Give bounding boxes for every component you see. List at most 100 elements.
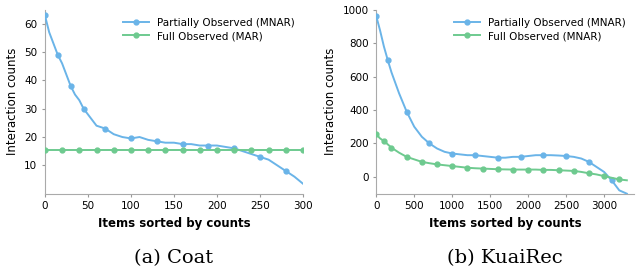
Partially Observed (MNAR)	[547, 154, 555, 157]
Full Observed (MAR)	[101, 148, 109, 151]
Partially Observed (MNAR)	[93, 124, 100, 127]
Full Observed (MNAR)	[441, 164, 449, 167]
Partially Observed (MNAR)	[80, 107, 88, 110]
Partially Observed (MNAR)	[593, 165, 600, 168]
Partially Observed (MNAR)	[563, 154, 570, 158]
Full Observed (MAR)	[248, 148, 255, 151]
Full Observed (MNAR)	[403, 155, 410, 158]
Full Observed (MNAR)	[433, 163, 441, 166]
Full Observed (MNAR)	[418, 160, 426, 164]
Full Observed (MNAR)	[426, 162, 433, 165]
Legend: Partially Observed (MNAR), Full Observed (MAR): Partially Observed (MNAR), Full Observed…	[120, 15, 298, 44]
Full Observed (MAR)	[84, 148, 92, 151]
Text: (b) KuaiRec: (b) KuaiRec	[447, 249, 563, 267]
Partially Observed (MNAR)	[600, 170, 608, 174]
Full Observed (MAR)	[273, 148, 281, 151]
Partially Observed (MNAR)	[273, 164, 281, 167]
Partially Observed (MNAR)	[291, 175, 298, 178]
Partially Observed (MNAR)	[188, 143, 195, 146]
Full Observed (MNAR)	[494, 168, 502, 171]
Full Observed (MNAR)	[388, 146, 396, 149]
Full Observed (MAR)	[161, 148, 169, 151]
Partially Observed (MNAR)	[170, 141, 178, 144]
Full Observed (MNAR)	[570, 169, 577, 172]
Partially Observed (MNAR)	[388, 71, 396, 74]
Full Observed (MNAR)	[509, 168, 516, 171]
Full Observed (MAR)	[136, 148, 143, 151]
Partially Observed (MNAR)	[524, 154, 532, 158]
Full Observed (MNAR)	[486, 167, 494, 171]
Legend: Partially Observed (MNAR), Full Observed (MNAR): Partially Observed (MNAR), Full Observed…	[451, 15, 629, 44]
Full Observed (MNAR)	[524, 168, 532, 171]
Partially Observed (MNAR)	[494, 156, 502, 159]
Line: Full Observed (MNAR): Full Observed (MNAR)	[374, 132, 629, 183]
Full Observed (MNAR)	[600, 175, 608, 178]
Full Observed (MAR)	[93, 148, 100, 151]
Partially Observed (MNAR)	[376, 29, 384, 32]
Partially Observed (MNAR)	[67, 84, 74, 88]
Full Observed (MNAR)	[456, 165, 463, 168]
Line: Full Observed (MAR): Full Observed (MAR)	[42, 147, 305, 152]
Full Observed (MAR)	[153, 148, 161, 151]
Full Observed (MNAR)	[616, 178, 623, 181]
Partially Observed (MNAR)	[384, 58, 392, 61]
Full Observed (MNAR)	[623, 179, 630, 182]
Full Observed (MNAR)	[593, 173, 600, 176]
Full Observed (MNAR)	[555, 169, 563, 172]
Partially Observed (MNAR)	[502, 156, 509, 159]
Full Observed (MNAR)	[532, 168, 540, 171]
Full Observed (MAR)	[170, 148, 178, 151]
Full Observed (MAR)	[196, 148, 204, 151]
Full Observed (MAR)	[50, 148, 58, 151]
Full Observed (MNAR)	[479, 167, 486, 170]
Full Observed (MAR)	[118, 148, 126, 151]
Full Observed (MAR)	[76, 148, 83, 151]
Full Observed (MNAR)	[608, 176, 616, 179]
Partially Observed (MNAR)	[410, 125, 418, 128]
Full Observed (MNAR)	[547, 168, 555, 172]
Partially Observed (MNAR)	[479, 154, 486, 158]
Partially Observed (MNAR)	[127, 137, 135, 140]
Full Observed (MAR)	[221, 148, 229, 151]
Full Observed (MAR)	[127, 148, 135, 151]
Partially Observed (MNAR)	[256, 155, 264, 158]
Partially Observed (MNAR)	[403, 110, 410, 113]
Full Observed (MAR)	[188, 148, 195, 151]
Partially Observed (MNAR)	[230, 147, 238, 150]
Partially Observed (MNAR)	[372, 15, 380, 18]
Full Observed (MAR)	[179, 148, 186, 151]
Partially Observed (MNAR)	[213, 144, 221, 147]
Partially Observed (MNAR)	[456, 153, 463, 156]
Partially Observed (MNAR)	[58, 62, 66, 65]
Partially Observed (MNAR)	[265, 158, 273, 161]
Full Observed (MNAR)	[516, 168, 524, 171]
Full Observed (MNAR)	[577, 170, 585, 174]
Y-axis label: Interaction counts: Interaction counts	[324, 48, 337, 155]
Partially Observed (MNAR)	[441, 150, 449, 153]
Partially Observed (MNAR)	[71, 93, 79, 96]
Full Observed (MAR)	[67, 148, 74, 151]
Partially Observed (MNAR)	[426, 142, 433, 145]
Full Observed (MNAR)	[502, 168, 509, 171]
Partially Observed (MNAR)	[144, 138, 152, 141]
Partially Observed (MNAR)	[54, 53, 61, 56]
X-axis label: Items sorted by counts: Items sorted by counts	[98, 217, 250, 230]
Full Observed (MAR)	[256, 148, 264, 151]
Partially Observed (MNAR)	[570, 155, 577, 158]
Partially Observed (MNAR)	[101, 127, 109, 130]
Partially Observed (MNAR)	[63, 73, 70, 76]
Y-axis label: Interaction counts: Interaction counts	[6, 48, 19, 155]
Partially Observed (MNAR)	[555, 154, 563, 157]
Partially Observed (MNAR)	[196, 144, 204, 147]
Full Observed (MAR)	[282, 148, 290, 151]
Partially Observed (MNAR)	[221, 145, 229, 148]
Partially Observed (MNAR)	[623, 192, 630, 195]
Full Observed (MNAR)	[410, 158, 418, 161]
Partially Observed (MNAR)	[118, 135, 126, 139]
Full Observed (MNAR)	[563, 169, 570, 172]
Full Observed (MNAR)	[396, 151, 403, 154]
Full Observed (MNAR)	[540, 168, 547, 172]
Partially Observed (MNAR)	[585, 160, 593, 164]
Partially Observed (MNAR)	[282, 169, 290, 173]
Partially Observed (MNAR)	[41, 14, 49, 17]
